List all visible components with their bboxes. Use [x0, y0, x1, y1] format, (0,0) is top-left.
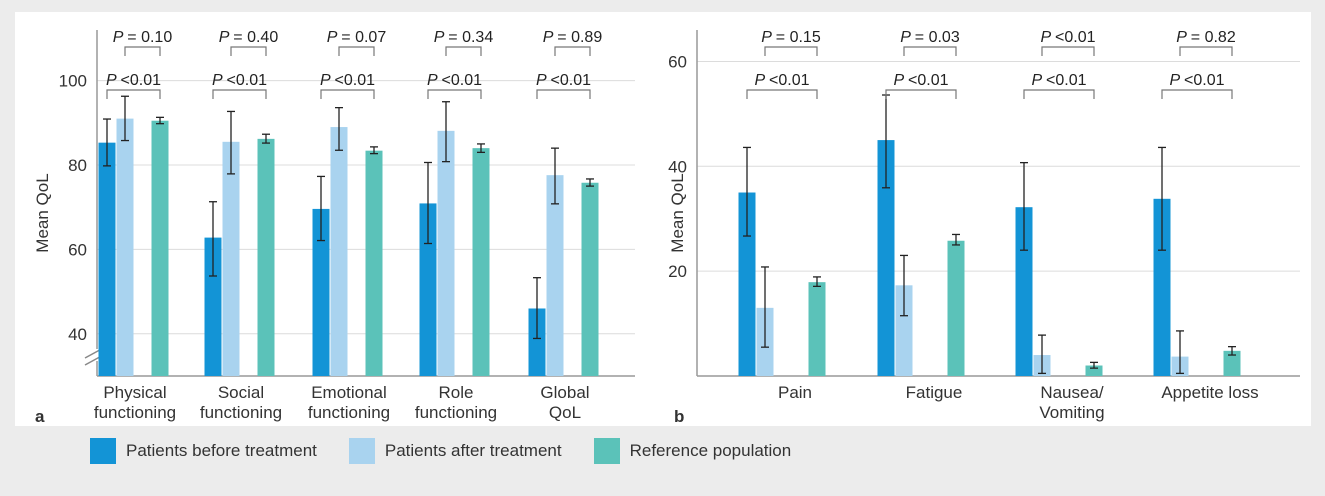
panel-a-p-value-bottom: P <0.01 — [212, 72, 267, 89]
panel-a-bar-before — [204, 237, 222, 376]
panel-b-p-bracket-bottom — [746, 89, 818, 99]
panel-a-p-bracket-bottom — [212, 89, 267, 99]
panel-a-category-label: functioning — [415, 403, 497, 422]
panel-b-category-label: Nausea/ — [1040, 383, 1104, 402]
legend-item-before: Patients before treatment — [90, 438, 317, 464]
legend-label-before: Patients before treatment — [126, 441, 317, 460]
panel-a-y-tick-label: 80 — [68, 156, 87, 175]
panel-a-p-value-bottom: P <0.01 — [106, 72, 161, 89]
panel-b-bar-reference — [1223, 350, 1241, 376]
panel-a-bar-after — [116, 118, 134, 377]
legend-swatch-after — [348, 438, 375, 464]
panel-b-bar-before — [1153, 198, 1171, 376]
panel-b-p-value-top: P = 0.03 — [900, 29, 960, 46]
panel-a-category-label: Emotional — [311, 383, 387, 402]
panel-b-p-value-bottom: P <0.01 — [893, 72, 948, 89]
panel-a-bar-after — [330, 127, 348, 376]
legend-swatch-reference — [593, 438, 620, 464]
chart-canvas: 40 60 80 100 Mean QoL a P = 0.10 P <0.01 Physica… — [15, 12, 1311, 426]
legend-label-after: Patients after treatment — [384, 441, 562, 460]
panel-a-p-value-bottom: P <0.01 — [536, 72, 591, 89]
panel-a-category-label: Social — [218, 383, 264, 402]
panel-a-bar-reference — [151, 120, 169, 376]
panel-a-p-value-top: P = 0.40 — [219, 29, 279, 46]
legend-label-reference: Reference population — [629, 441, 792, 460]
panel-a-y-tick-label: 40 — [68, 325, 87, 344]
panel-a-bar-reference — [472, 148, 490, 376]
panel-b-p-value-top: P = 0.82 — [1176, 29, 1236, 46]
panel-b-panel-label: b — [674, 407, 684, 426]
panel-b-y-tick-label: 40 — [668, 157, 687, 176]
panel-a-y-tick-label: 100 — [59, 72, 87, 91]
panel-b-bar-before — [1015, 207, 1033, 376]
panel-a-p-value-top: P = 0.89 — [543, 29, 603, 46]
panel-b-bar-before — [738, 192, 756, 376]
panel-a-y-axis-title: Mean QoL — [33, 173, 52, 252]
panel-a-bar-after — [437, 130, 455, 376]
panel-a-p-bracket-top — [338, 46, 375, 56]
panel-b-category-label: Fatigue — [906, 383, 963, 402]
panel-a-bar-before — [98, 142, 116, 376]
panel-b-p-value-bottom: P <0.01 — [1031, 72, 1086, 89]
panel-a-category-label: functioning — [94, 403, 176, 422]
panel-a-p-bracket-bottom — [106, 89, 161, 99]
panel-a-y-tick-label: 60 — [68, 240, 87, 259]
panel-a-bar-reference — [257, 138, 275, 376]
legend-swatch-before — [90, 438, 116, 464]
panel-a-category-label: Role — [439, 383, 474, 402]
panel-a-p-bracket-top — [230, 46, 267, 56]
panel-b-p-value-bottom: P <0.01 — [1169, 72, 1224, 89]
legend: Patients before treatment Patients after… — [90, 438, 823, 464]
panel-a-p-value-bottom: P <0.01 — [427, 72, 482, 89]
panel-a-category-label: Global — [540, 383, 589, 402]
panel-b-y-tick-label: 60 — [668, 52, 687, 71]
panel-b-bar-after — [895, 285, 913, 376]
panel-a-p-value-top: P = 0.10 — [113, 29, 173, 46]
panel-b-bar-reference — [947, 240, 965, 376]
panel-b-p-bracket-bottom — [885, 89, 957, 99]
panel-b-p-value-top: P <0.01 — [1040, 29, 1095, 46]
panel-a-p-value-top: P = 0.07 — [327, 29, 387, 46]
panel-a-p-bracket-bottom — [427, 89, 482, 99]
panel-b-category-label: Appetite loss — [1161, 383, 1258, 402]
panel-a-bar-reference — [365, 150, 383, 376]
panel-b-p-bracket-bottom — [1161, 89, 1233, 99]
panel-a-bar-before — [312, 208, 330, 376]
panel-a-p-bracket-top — [445, 46, 482, 56]
panel-a-bar-after — [222, 141, 240, 376]
panel-a-p-bracket-bottom — [320, 89, 375, 99]
panel-a-category-label: functioning — [200, 403, 282, 422]
panel-b-bar-reference — [808, 282, 826, 376]
panel-a-p-bracket-top — [124, 46, 161, 56]
panel-b-y-tick-label: 20 — [668, 262, 687, 281]
legend-item-reference: Reference population — [593, 438, 792, 464]
panel-a-p-bracket-bottom — [536, 89, 591, 99]
panel-b-y-axis-title: Mean QoL — [668, 173, 687, 252]
panel-b-p-value-top: P = 0.15 — [761, 29, 821, 46]
panel-a-bar-before — [419, 203, 437, 376]
panel-a-p-value-bottom: P <0.01 — [320, 72, 375, 89]
panel-a-p-bracket-top — [554, 46, 591, 56]
panel-a-category-label: Physical — [103, 383, 166, 402]
panel-b-p-bracket-top — [903, 46, 957, 56]
panel-a-p-value-top: P = 0.34 — [434, 29, 494, 46]
panel-a-bar-before — [528, 308, 546, 376]
panel-b-category-label: Pain — [778, 383, 812, 402]
panel-b-p-bracket-top — [764, 46, 818, 56]
panel-b-p-bracket-bottom — [1023, 89, 1095, 99]
panel-b-p-bracket-top — [1041, 46, 1095, 56]
panel-a-category-label: QoL — [549, 403, 581, 422]
panel-a-bar-reference — [581, 182, 599, 376]
panel-b-p-bracket-top — [1179, 46, 1233, 56]
panel-b-bar-reference — [1085, 365, 1103, 376]
panel-a-category-label: functioning — [308, 403, 390, 422]
panel-b-category-label: Vomiting — [1039, 403, 1104, 422]
panel-b-bar-before — [877, 140, 895, 376]
panel-a-bar-after — [546, 175, 564, 376]
legend-item-after: Patients after treatment — [348, 438, 562, 464]
panel-b-p-value-bottom: P <0.01 — [754, 72, 809, 89]
panel-a-panel-label: a — [35, 407, 45, 426]
